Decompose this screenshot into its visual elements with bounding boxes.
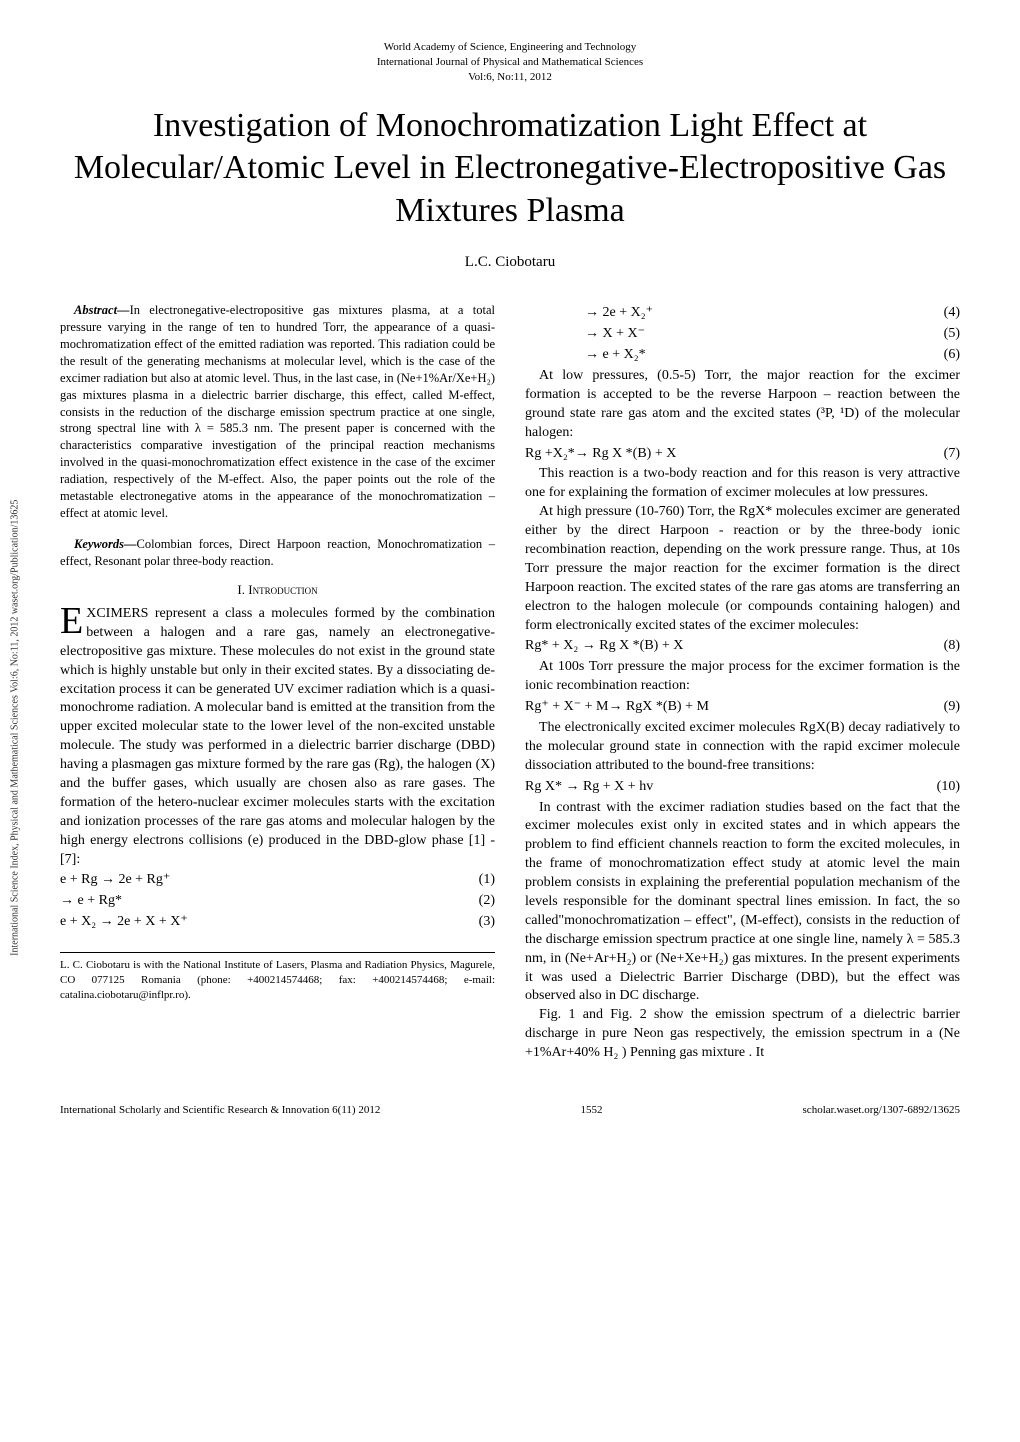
paragraph: Fig. 1 and Fig. 2 show the emission spec… — [525, 1006, 960, 1063]
intro-paragraph: EXCIMERS represent a class a molecules f… — [60, 605, 495, 869]
page-footer: International Scholarly and Scientific R… — [60, 1103, 960, 1118]
eq-num: (5) — [944, 325, 960, 344]
equation-7: Rg +X₂*→ Rg X *(B) + X (7) — [525, 445, 960, 464]
equation-3: e + X₂ → 2e + X + X⁺ (3) — [60, 913, 495, 932]
paper-title: Investigation of Monochromatization Ligh… — [60, 105, 960, 233]
paragraph: This reaction is a two-body reaction and… — [525, 465, 960, 503]
eq-body: Rg X* → Rg + X + hv — [525, 778, 927, 797]
author-footnote: L. C. Ciobotaru is with the National Ins… — [60, 952, 495, 1003]
equation-10: Rg X* → Rg + X + hv (10) — [525, 778, 960, 797]
dropcap: E — [60, 605, 86, 637]
eq-num: (8) — [944, 637, 960, 656]
eq-num: (6) — [944, 346, 960, 365]
journal-line: Vol:6, No:11, 2012 — [60, 70, 960, 85]
eq-num: (2) — [479, 892, 495, 911]
abstract-block: Abstract—In electronegative-electroposit… — [60, 302, 495, 521]
eq-body: → X + X⁻ — [525, 325, 934, 344]
eq-num: (3) — [479, 913, 495, 932]
paragraph: At high pressure (10-760) Torr, the RgX*… — [525, 503, 960, 635]
keywords-label: Keywords— — [74, 537, 137, 551]
footer-left: International Scholarly and Scientific R… — [60, 1103, 380, 1118]
keywords-block: Keywords—Colombian forces, Direct Harpoo… — [60, 536, 495, 570]
eq-num: (10) — [937, 778, 960, 797]
paragraph: At low pressures, (0.5-5) Torr, the majo… — [525, 367, 960, 443]
eq-body: Rg +X₂*→ Rg X *(B) + X — [525, 445, 934, 464]
eq-body: → e + Rg* — [60, 892, 469, 911]
equation-1: e + Rg → 2e + Rg⁺ (1) — [60, 871, 495, 890]
equation-5: → X + X⁻ (5) — [525, 325, 960, 344]
eq-num: (4) — [944, 304, 960, 323]
equation-2: → e + Rg* (2) — [60, 892, 495, 911]
left-column: Abstract—In electronegative-electroposit… — [60, 302, 495, 1063]
journal-line: World Academy of Science, Engineering an… — [60, 40, 960, 55]
equation-6: → e + X₂* (6) — [525, 346, 960, 365]
journal-header: World Academy of Science, Engineering an… — [60, 40, 960, 85]
journal-line: International Journal of Physical and Ma… — [60, 55, 960, 70]
sidebar-citation: International Science Index, Physical an… — [8, 500, 22, 956]
eq-body: → 2e + X₂⁺ — [525, 304, 934, 323]
eq-body: → e + X₂* — [525, 346, 934, 365]
equation-9: Rg⁺ + X⁻ + M→ RgX *(B) + M (9) — [525, 698, 960, 717]
right-column: → 2e + X₂⁺ (4) → X + X⁻ (5) → e + X₂* (6… — [525, 302, 960, 1063]
abstract-label: Abstract— — [74, 303, 130, 317]
two-column-body: Abstract—In electronegative-electroposit… — [60, 302, 960, 1063]
eq-body: e + Rg → 2e + Rg⁺ — [60, 871, 469, 890]
eq-num: (9) — [944, 698, 960, 717]
eq-num: (1) — [479, 871, 495, 890]
eq-body: Rg⁺ + X⁻ + M→ RgX *(B) + M — [525, 698, 934, 717]
abstract-body: In electronegative-electropositive gas m… — [60, 303, 495, 520]
paragraph: At 100s Torr pressure the major process … — [525, 658, 960, 696]
author-name: L.C. Ciobotaru — [60, 252, 960, 272]
section-heading-intro: I. Introduction — [60, 581, 495, 599]
eq-num: (7) — [944, 445, 960, 464]
intro-body: XCIMERS represent a class a molecules fo… — [60, 606, 495, 867]
eq-body: e + X₂ → 2e + X + X⁺ — [60, 913, 469, 932]
equation-4: → 2e + X₂⁺ (4) — [525, 304, 960, 323]
equation-8: Rg* + X₂ → Rg X *(B) + X (8) — [525, 637, 960, 656]
paragraph: The electronically excited excimer molec… — [525, 719, 960, 776]
footer-right: scholar.waset.org/1307-6892/13625 — [803, 1103, 960, 1118]
eq-body: Rg* + X₂ → Rg X *(B) + X — [525, 637, 934, 656]
paragraph: In contrast with the excimer radiation s… — [525, 799, 960, 1007]
footer-page-number: 1552 — [580, 1103, 602, 1118]
